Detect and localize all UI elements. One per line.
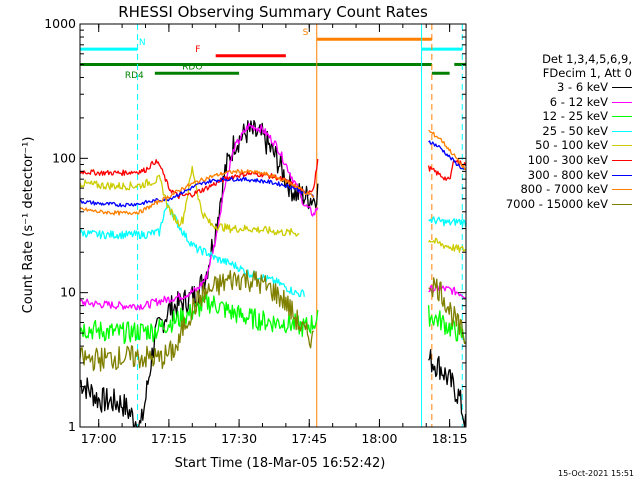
x-tick-label: 17:00 [81,431,117,446]
legend-entry: 6 - 12 keV [482,95,632,109]
plot-frame [79,23,467,428]
chart-title: RHESSI Observing Summary Count Rates [118,3,428,21]
legend-entry: 12 - 25 keV [482,109,632,123]
legend-entry: 3 - 6 keV [482,80,632,94]
x-axis-label: Start Time (18-Mar-05 16:52:42) [175,456,386,471]
legend-swatch [612,160,632,161]
x-tick-label: 17:45 [291,431,327,446]
instrument-flag-bars: N S F RDO RD4 [80,28,466,81]
flag-label-rdo: RDO [182,62,202,72]
legend-label: 800 - 7000 keV [520,182,608,197]
legend-entry: 300 - 800 keV [482,168,632,182]
series-line-3 [79,203,306,298]
legend-entry: 100 - 300 keV [482,153,632,167]
legend-header-line: Det 1,3,4,5,6,9, [542,52,632,66]
flag-label-f: F [195,45,200,55]
series-line-3 [428,216,467,227]
legend-entry: 800 - 7000 keV [482,182,632,196]
y-axis-label: Count Rate (s⁻¹ detector⁻¹) [21,137,36,314]
flag-label-rd4: RD4 [125,71,144,81]
legend-swatch [612,189,632,191]
timestamp: 15-Oct-2021 15:51 [558,469,634,478]
legend-label: 6 - 12 keV [549,94,608,109]
series-line-6 [79,176,315,208]
y-tick-label: 1 [68,419,76,434]
legend-entry: 7000 - 15000 keV [482,197,632,211]
series-line-1 [79,122,319,311]
x-tick-label: 18:00 [361,431,397,446]
series-line-5 [427,159,467,181]
legend-swatch [612,145,632,147]
y-tick-label: 100 [52,150,76,165]
y-tick-label: 10 [60,285,76,300]
series-line-2 [79,292,319,345]
flag-label-n: N [139,38,146,48]
series-line-4 [428,237,467,253]
legend-swatch [612,130,632,132]
series-line-7 [79,168,315,216]
legend-label: 100 - 300 keV [527,153,608,167]
legend-header-line: FDecim 1, Att 0 [542,66,632,80]
series-line-6 [428,140,466,170]
series-line-0 [428,349,467,428]
legend-label: 25 - 50 keV [542,123,608,138]
series-line-4 [79,165,300,237]
legend-swatch [612,203,632,205]
x-tick-label: 18:15 [432,431,468,446]
legend-entry: 25 - 50 keV [482,124,632,138]
x-tick-label: 17:15 [151,431,187,446]
y-tick-label: 1000 [44,16,76,31]
series-line-7 [428,129,466,171]
legend-label: 3 - 6 keV [557,80,608,94]
legend-label: 12 - 25 keV [542,109,608,124]
legend-entry: 50 - 100 keV [482,138,632,152]
flag-label-s: S [303,28,309,38]
legend-swatch [612,101,632,103]
legend-swatch [612,116,632,118]
series-line-1 [428,284,466,299]
series-line-8 [428,277,467,345]
legend-label: 50 - 100 keV [535,138,608,153]
x-tick-label: 17:30 [221,431,257,446]
legend-label: 300 - 800 keV [527,167,608,182]
series-layer [79,119,467,428]
legend-swatch [612,87,632,88]
legend-swatch [612,174,632,176]
legend-label: 7000 - 15000 keV [505,196,608,211]
axes-ticks: 17:00 17:15 17:30 17:45 18:00 18:15 1 10 100 1000 [44,16,467,446]
series-line-8 [79,269,315,372]
